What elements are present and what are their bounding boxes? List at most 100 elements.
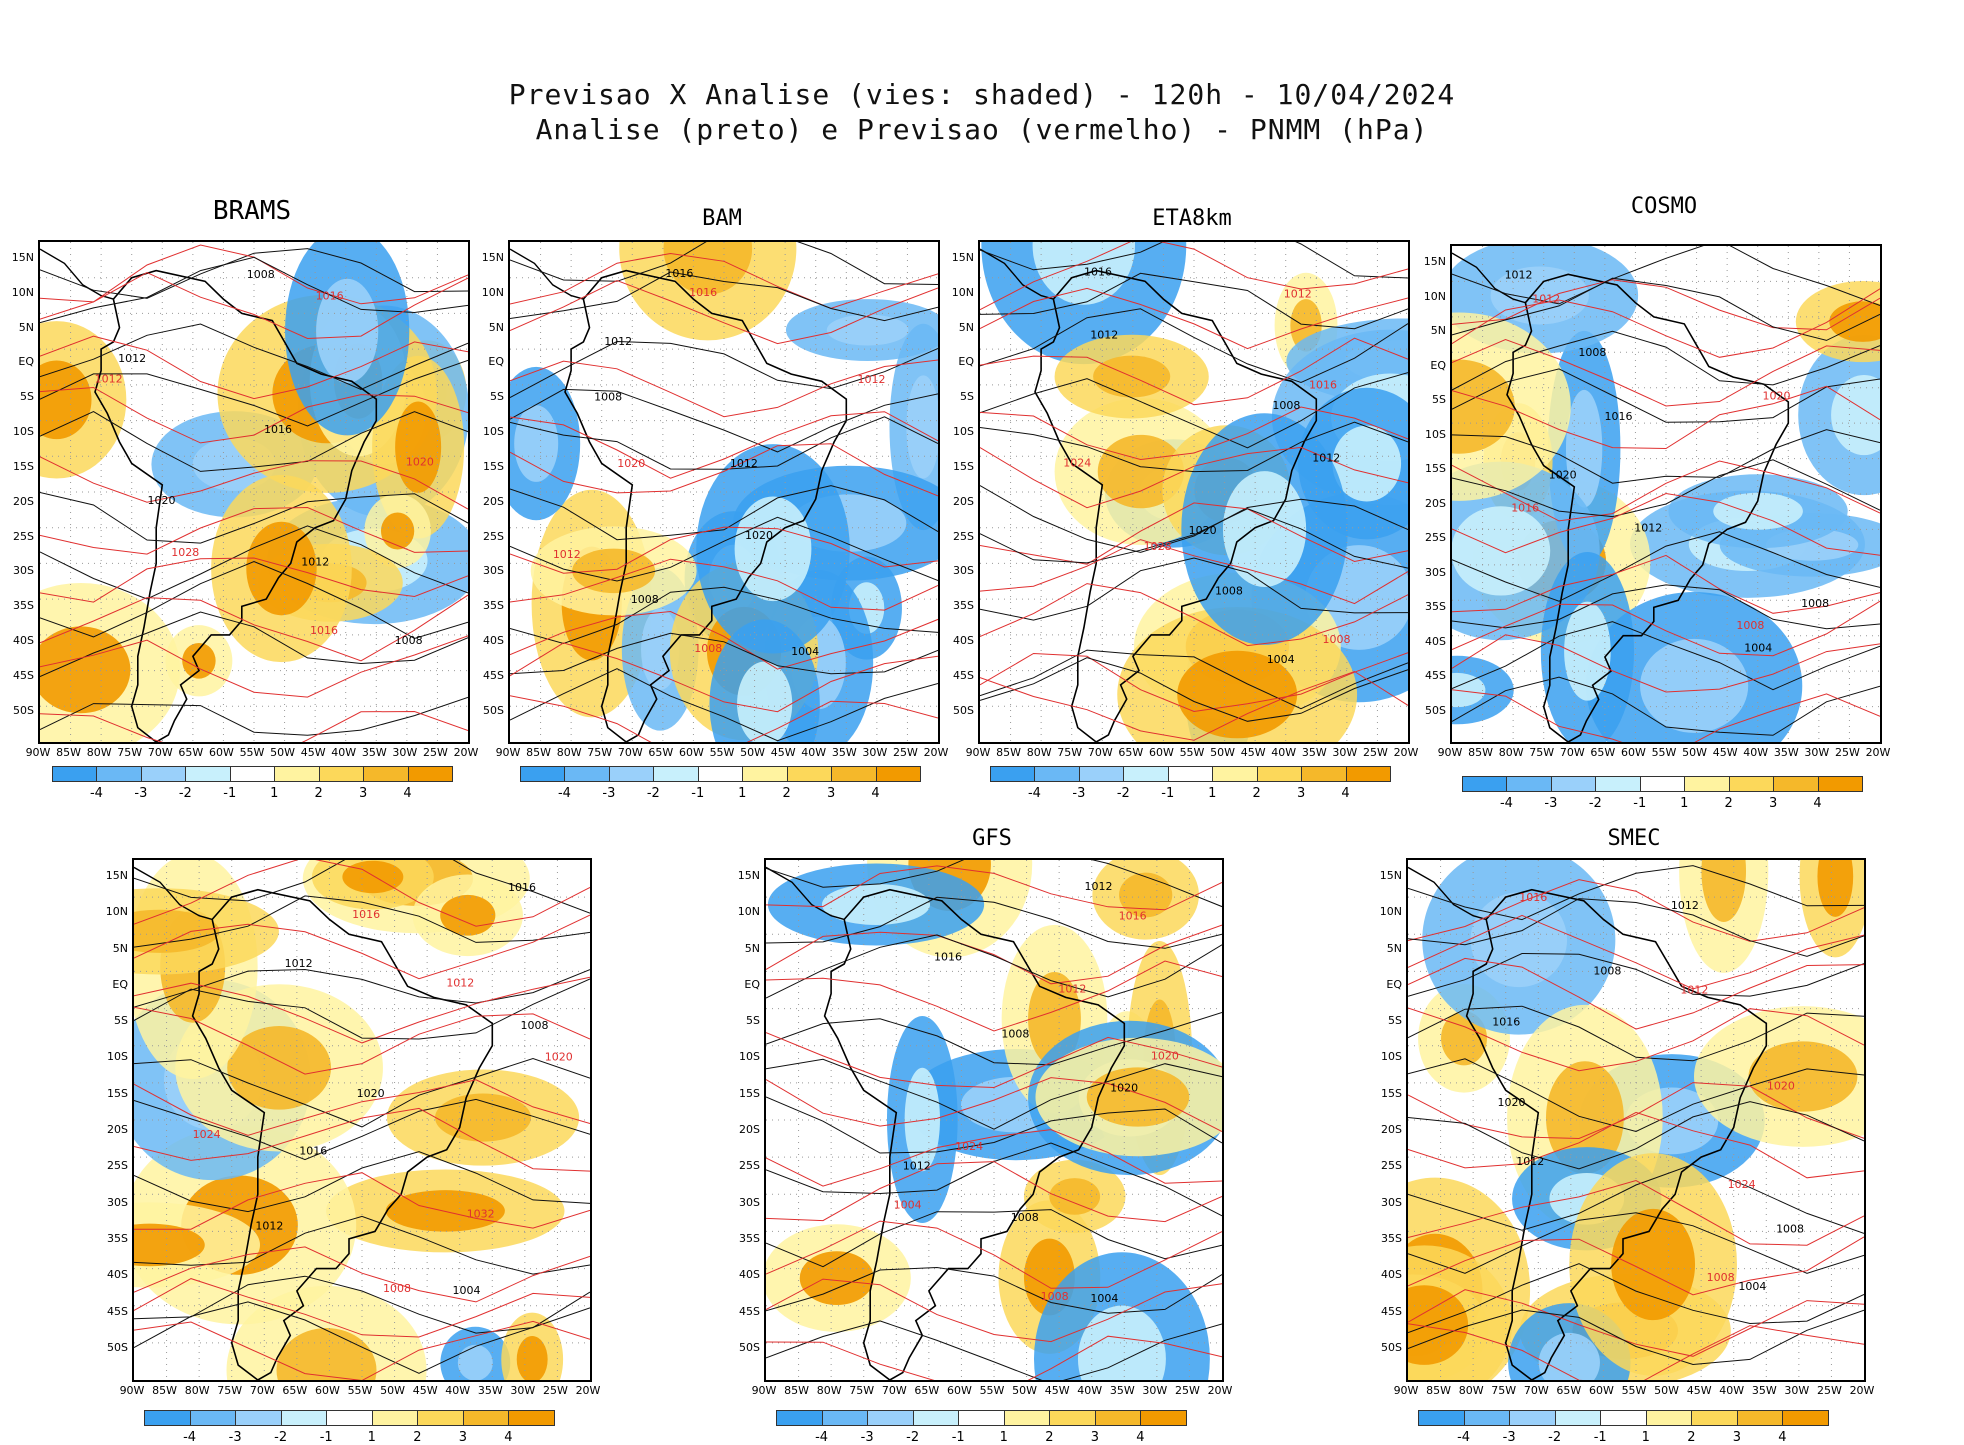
colorbar-tick-label: -3 <box>860 1430 874 1445</box>
analysis-isobar <box>980 372 1408 449</box>
longitude-tick-label: 35W <box>831 746 857 759</box>
analysis-isobar <box>134 895 590 948</box>
colorbar-tick-label: -1 <box>319 1430 333 1445</box>
colorbar-segment <box>1506 776 1552 792</box>
longitude-tick-label: 80W <box>184 1384 210 1397</box>
longitude-tick-label: 30W <box>392 746 418 759</box>
longitude-tick-label: 65W <box>1590 746 1616 759</box>
colorbar-tick-label: -4 <box>1499 796 1513 811</box>
latitude-tick-label: 5N <box>744 941 760 955</box>
colorbar-tick-label: -3 <box>602 786 616 801</box>
bias-negative-core <box>826 314 909 346</box>
analysis-isobar-label: 1012 <box>1090 329 1118 342</box>
longitude-tick-label: 30W <box>1142 1384 1168 1397</box>
latitude-tick-label: 40S <box>739 1268 760 1282</box>
central-america-coastline <box>980 248 1054 300</box>
analysis-isobar <box>980 508 1408 569</box>
latitude-tick-label: 15N <box>951 251 974 264</box>
analysis-isobar <box>1408 1058 1864 1133</box>
longitude-tick-label: 90W <box>495 746 521 759</box>
forecast-isobar-label: 1024 <box>955 1140 983 1153</box>
forecast-isobar-label: 1012 <box>95 372 123 385</box>
latitude-tick-label: 25S <box>13 529 34 543</box>
forecast-isobar <box>134 860 590 927</box>
analysis-isobar <box>40 611 468 678</box>
colorbar-segment <box>608 766 655 782</box>
latitude-tick-label: EQ <box>744 977 760 991</box>
continent-coastline <box>191 888 494 1380</box>
forecast-isobar <box>40 710 468 742</box>
colorbar-tick-label: 4 <box>871 786 880 801</box>
colorbar-tick-label: 3 <box>1296 786 1306 801</box>
forecast-isobar-label: 1008 <box>1736 619 1764 632</box>
bias-negative-core <box>1452 672 1486 708</box>
analysis-isobar-label: 1004 <box>1267 653 1295 666</box>
latitude-tick-label: 15N <box>737 869 760 882</box>
analysis-isobar-label: 1020 <box>745 529 773 542</box>
analysis-isobar <box>1408 1263 1864 1334</box>
latitude-tick-label: 35S <box>483 599 504 613</box>
forecast-isobar-label: 1012 <box>1680 983 1708 996</box>
latitude-tick-label: 10S <box>107 1050 128 1064</box>
longitude-tick-label: 30W <box>1332 746 1358 759</box>
latitude-tick-label: 50S <box>953 703 974 717</box>
latitude-tick-label: EQ <box>1386 977 1402 991</box>
colorbar-segment <box>821 1410 869 1426</box>
bias-negative-core <box>821 883 931 925</box>
longitude-tick-label: 75W <box>1057 746 1083 759</box>
longitude-tick-label: 60W <box>946 1384 972 1397</box>
forecast-isobar <box>1408 879 1864 942</box>
analysis-isobar-label: 1016 <box>1604 410 1632 423</box>
colorbar-tick-label: -4 <box>815 1430 829 1445</box>
forecast-isobar <box>766 1278 1222 1343</box>
analysis-isobar <box>40 411 468 472</box>
longitude-tick-label: 80W <box>1458 1384 1484 1397</box>
longitude-tick-label: 75W <box>849 1384 875 1397</box>
colorbar-segment <box>326 1410 373 1426</box>
latitude-tick-label: 15N <box>1379 869 1402 882</box>
latitude-tick-label: 35S <box>739 1231 760 1245</box>
forecast-isobar-label: 1020 <box>1151 1050 1179 1063</box>
longitude-tick-label: 35W <box>1751 1384 1777 1397</box>
longitude-tick-label: 70W <box>617 746 643 759</box>
latitude-tick-label: 10S <box>1425 427 1446 441</box>
analysis-isobar <box>980 649 1408 710</box>
colorbar-segment <box>1212 766 1258 782</box>
colorbar-tick-label: -3 <box>1502 1430 1516 1445</box>
central-america-coastline <box>510 248 584 300</box>
colorbar-segment <box>1645 1410 1693 1426</box>
bias-positive-core <box>395 401 442 493</box>
colorbar-segment <box>96 766 142 782</box>
analysis-isobar <box>40 492 468 544</box>
colorbar-segment <box>185 766 231 782</box>
forecast-isobar-label: 1008 <box>383 1282 411 1295</box>
colorbar-tick-label: -3 <box>228 1430 242 1445</box>
analysis-isobar <box>766 1266 1222 1314</box>
colorbar-segment <box>1817 776 1863 792</box>
forecast-isobar <box>980 446 1408 509</box>
forecast-isobar <box>766 960 1222 1032</box>
forecast-isobar <box>510 411 938 479</box>
analysis-isobar-label: 1020 <box>357 1087 385 1100</box>
colorbar-segment <box>235 1410 282 1426</box>
colorbar-segment <box>520 766 566 782</box>
analysis-isobar <box>1408 952 1864 997</box>
colorbar-tick-label: -2 <box>906 1430 920 1445</box>
longitude-tick-label: 40W <box>801 746 827 759</box>
colorbar-segment <box>1256 766 1303 782</box>
bias-negative-core <box>1077 1305 1166 1380</box>
longitude-tick-label: 35W <box>1301 746 1327 759</box>
analysis-isobar-label: 1016 <box>934 951 962 964</box>
colorbar-segment <box>831 766 877 782</box>
forecast-isobar <box>1408 1007 1864 1072</box>
map-svg: 1012 1008 1016 1020 1012 1008 1004 1012 1020 1016… <box>1452 246 1880 742</box>
colorbar-segment <box>52 766 98 782</box>
colorbar-segment <box>1691 1410 1738 1426</box>
latitude-tick-label: 30S <box>13 564 34 578</box>
forecast-isobar-label: 1024 <box>193 1128 221 1141</box>
analysis-isobar <box>1408 898 1864 957</box>
analysis-isobar <box>134 860 590 914</box>
colorbar-tick-label: -1 <box>1161 786 1175 801</box>
analysis-isobar-label: 1012 <box>903 1160 931 1173</box>
analysis-isobar-label: 1004 <box>1090 1292 1118 1305</box>
